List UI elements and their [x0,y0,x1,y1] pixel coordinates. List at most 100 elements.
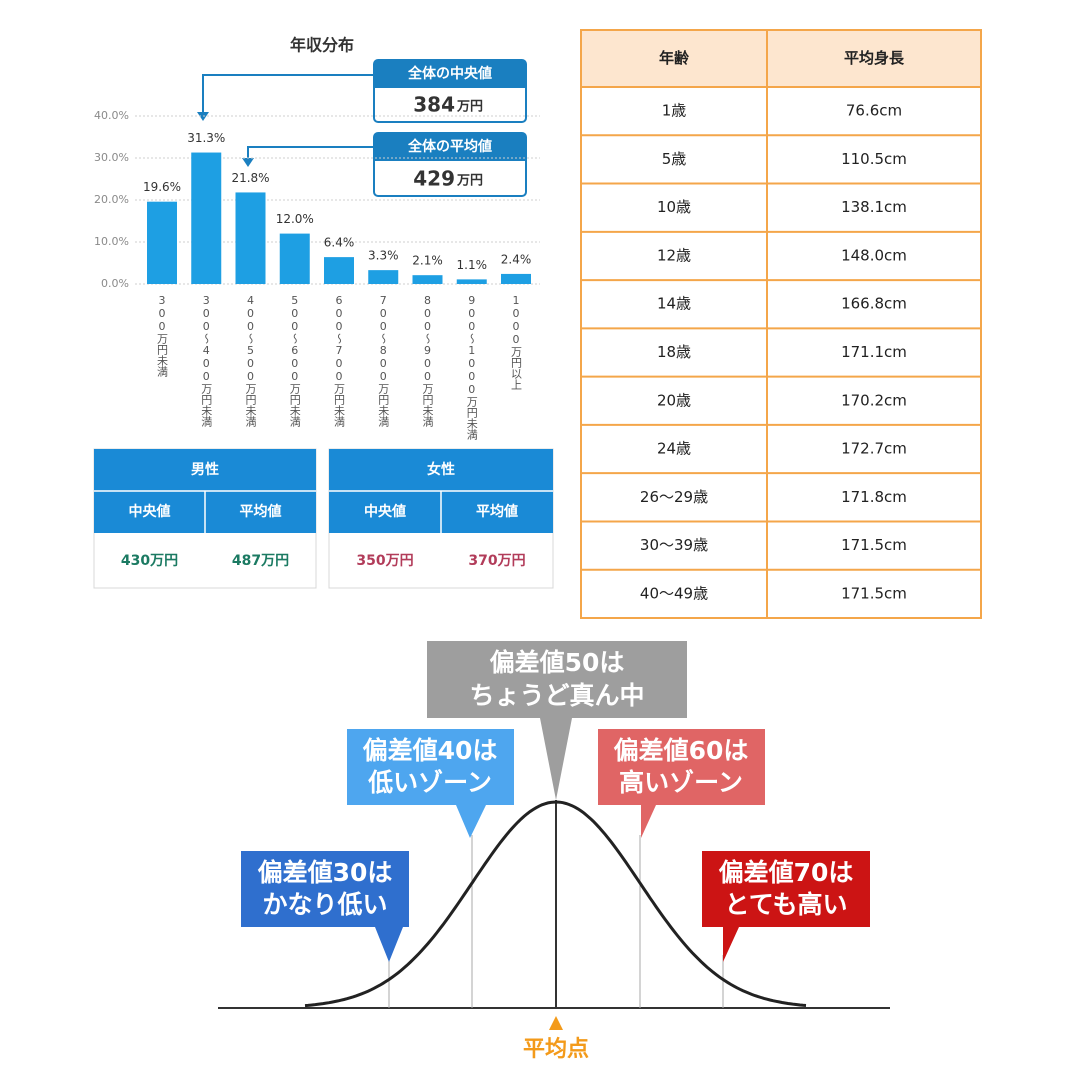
value-label: 21.8% [231,171,269,185]
y-tick-label: 40.0% [94,109,129,122]
callout-text: 偏差値40は [363,736,498,765]
annotation-value: 384 [413,93,455,117]
callout-box [347,729,514,838]
bar [368,270,399,284]
group-label: 男性 [191,461,219,478]
x-tick-label: 800〜900万円未満 [421,294,434,428]
table-cell: 110.5cm [841,150,907,168]
callout-text: かなり低い [262,890,387,919]
bar [324,257,354,284]
y-tick-label: 10.0% [94,235,129,248]
callout-text: ちょうど真ん中 [469,681,644,710]
value-label: 19.6% [143,180,181,194]
table-cell: 166.8cm [841,295,907,313]
height-table: 年齢 平均身長 1歳 76.6cm 5歳 110.5cm 10歳 138.1cm 12歳 148.… [580,29,982,619]
column-label: 平均値 [240,503,282,520]
deviation-diagram: 偏差値50は ちょうど真ん中 偏差値40は 低いゾーン 偏差値60は 高いゾーン… [218,641,890,1062]
y-tick-label: 20.0% [94,193,129,206]
header-cell: 年齢 [659,49,690,67]
arrow-head [242,158,254,167]
cell-value: 487万円 [232,553,289,569]
x-tick-label: 300〜400万円未満 [200,294,213,428]
callout-text: 偏差値70は [719,858,854,887]
cell-value: 430万円 [121,553,178,569]
value-label: 3.3% [368,249,399,263]
arrow [202,74,374,116]
table-cell: 1歳 [662,102,687,120]
bar [191,152,222,284]
callout-text: 偏差値30は [258,858,393,887]
arrow [247,146,374,161]
mean-label: 平均点 [523,1036,589,1062]
callout-box [702,851,870,962]
callout-box [241,851,409,962]
header-cell: 平均身長 [844,49,905,67]
table-cell: 20歳 [657,391,691,409]
bar [235,192,266,284]
value-label: 2.1% [412,254,443,268]
x-tick-label: 300万円未満 [156,294,169,378]
x-tick-label: 700〜800万円未満 [377,294,390,428]
x-tick-label: 900〜1000万円未満 [465,294,478,441]
group-label: 女性 [427,461,455,478]
annotation-label: 全体の中央値 [407,65,492,82]
table-cell: 26〜29歳 [640,488,708,506]
bar [412,275,443,284]
callout-text: 偏差値60は [614,736,749,765]
table-cell: 30〜39歳 [640,536,708,554]
table-cell: 171.8cm [841,488,907,506]
table-cell: 5歳 [662,150,687,168]
callout-text: とても高い [724,890,847,919]
annotation-mean: 全体の平均値 429 万円 [242,132,527,197]
callout-box [427,641,687,800]
table-cell: 40〜49歳 [640,584,708,602]
value-label: 12.0% [276,212,314,226]
annotation-header [374,133,526,161]
table-border [580,29,982,619]
header-row [581,30,981,87]
table-cell: 18歳 [657,343,691,361]
annotation-value: 429 [413,167,455,191]
cell-value: 370万円 [468,553,525,569]
x-tick-label: 600〜700万円未満 [333,294,346,428]
bar [279,233,310,284]
table-cell: 170.2cm [841,391,907,409]
bar [147,201,177,284]
value-label: 31.3% [187,131,225,145]
value-label: 6.4% [324,236,355,250]
annotation-unit: 万円 [456,174,483,189]
table-cell: 148.0cm [841,246,907,264]
cell-value: 350万円 [356,553,413,569]
table-cell: 138.1cm [841,198,907,216]
x-tick-label: 400〜500万円未満 [244,294,257,428]
annotation-label: 全体の平均値 [407,138,492,155]
table-cell: 10歳 [657,198,691,216]
table-cell: 171.5cm [841,536,907,554]
table-cell: 76.6cm [846,102,902,120]
annotation-unit: 万円 [456,100,483,115]
callout-box [598,729,765,838]
table-cell: 172.7cm [841,440,907,458]
table-cell: 171.5cm [841,584,907,602]
value-label: 1.1% [457,258,488,272]
column-label: 平均値 [476,503,518,520]
callout-text: 低いゾーン [367,768,492,797]
column-label: 中央値 [129,503,171,520]
bar [501,273,531,284]
y-tick-label: 0.0% [101,277,129,290]
table-cell: 14歳 [657,295,691,313]
table-cell: 24歳 [657,440,691,458]
callout-text: 高いゾーン [619,768,743,797]
annotation-header [374,60,526,88]
chart-title: 年収分布 [290,36,354,55]
table-cell: 12歳 [657,246,691,264]
value-label: 2.4% [501,252,532,266]
x-tick-label: 1000万円以上 [510,294,523,390]
column-label: 中央値 [364,503,406,520]
annotation-median: 全体の中央値 384 万円 [197,59,527,123]
bar [456,279,487,284]
callout-text: 偏差値50は [490,648,625,677]
table-cell: 171.1cm [841,343,907,361]
mean-marker [549,1016,563,1030]
